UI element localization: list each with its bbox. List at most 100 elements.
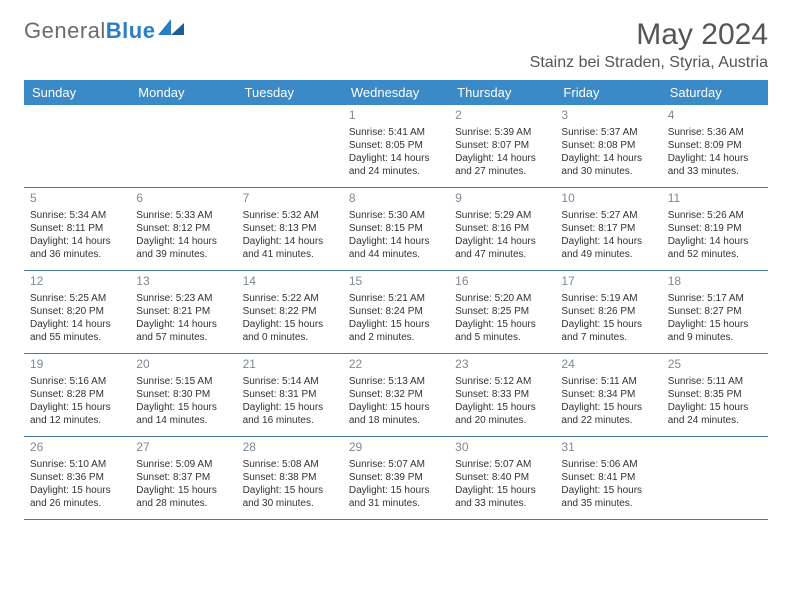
sunrise-line: Sunrise: 5:23 AM [136, 292, 230, 305]
sunset-line: Sunset: 8:13 PM [243, 222, 337, 235]
dow-cell: Wednesday [343, 80, 449, 105]
sunrise-line: Sunrise: 5:29 AM [455, 209, 549, 222]
day-number: 13 [136, 274, 230, 290]
sunrise-line: Sunrise: 5:27 AM [561, 209, 655, 222]
sunset-line: Sunset: 8:41 PM [561, 471, 655, 484]
sunset-line: Sunset: 8:30 PM [136, 388, 230, 401]
day-cell: 20Sunrise: 5:15 AMSunset: 8:30 PMDayligh… [130, 354, 236, 436]
day-cell: 8Sunrise: 5:30 AMSunset: 8:15 PMDaylight… [343, 188, 449, 270]
day-cell [662, 437, 768, 519]
daylight-line: Daylight: 15 hours and 16 minutes. [243, 401, 337, 427]
logo: GeneralBlue [24, 18, 184, 44]
sunset-line: Sunset: 8:12 PM [136, 222, 230, 235]
day-cell: 16Sunrise: 5:20 AMSunset: 8:25 PMDayligh… [449, 271, 555, 353]
sunset-line: Sunset: 8:34 PM [561, 388, 655, 401]
sunset-line: Sunset: 8:21 PM [136, 305, 230, 318]
day-number: 20 [136, 357, 230, 373]
day-number: 3 [561, 108, 655, 124]
sunset-line: Sunset: 8:25 PM [455, 305, 549, 318]
day-number: 17 [561, 274, 655, 290]
day-cell: 27Sunrise: 5:09 AMSunset: 8:37 PMDayligh… [130, 437, 236, 519]
sunset-line: Sunset: 8:31 PM [243, 388, 337, 401]
day-cell: 6Sunrise: 5:33 AMSunset: 8:12 PMDaylight… [130, 188, 236, 270]
sunset-line: Sunset: 8:37 PM [136, 471, 230, 484]
day-cell: 3Sunrise: 5:37 AMSunset: 8:08 PMDaylight… [555, 105, 661, 187]
sunset-line: Sunset: 8:15 PM [349, 222, 443, 235]
day-cell: 9Sunrise: 5:29 AMSunset: 8:16 PMDaylight… [449, 188, 555, 270]
day-number: 6 [136, 191, 230, 207]
daylight-line: Daylight: 15 hours and 14 minutes. [136, 401, 230, 427]
day-number: 14 [243, 274, 337, 290]
day-number: 5 [30, 191, 124, 207]
day-cell: 18Sunrise: 5:17 AMSunset: 8:27 PMDayligh… [662, 271, 768, 353]
sunrise-line: Sunrise: 5:11 AM [668, 375, 762, 388]
sunrise-line: Sunrise: 5:16 AM [30, 375, 124, 388]
dow-cell: Saturday [662, 80, 768, 105]
sunrise-line: Sunrise: 5:08 AM [243, 458, 337, 471]
sunset-line: Sunset: 8:38 PM [243, 471, 337, 484]
day-number: 19 [30, 357, 124, 373]
day-cell: 1Sunrise: 5:41 AMSunset: 8:05 PMDaylight… [343, 105, 449, 187]
day-number: 9 [455, 191, 549, 207]
sunrise-line: Sunrise: 5:13 AM [349, 375, 443, 388]
day-cell: 13 Sunrise: 5:23 AMSunset: 8:21 PMDayligh… [130, 271, 236, 353]
sunset-line: Sunset: 8:33 PM [455, 388, 549, 401]
sunset-line: Sunset: 8:22 PM [243, 305, 337, 318]
day-cell [130, 105, 236, 187]
day-cell: 12Sunrise: 5:25 AMSunset: 8:20 PMDayligh… [24, 271, 130, 353]
sunrise-line: Sunrise: 5:26 AM [668, 209, 762, 222]
daylight-line: Daylight: 15 hours and 22 minutes. [561, 401, 655, 427]
daylight-line: Daylight: 14 hours and 57 minutes. [136, 318, 230, 344]
weeks: 1Sunrise: 5:41 AMSunset: 8:05 PMDaylight… [24, 105, 768, 520]
daylight-line: Daylight: 15 hours and 31 minutes. [349, 484, 443, 510]
daylight-line: Daylight: 15 hours and 2 minutes. [349, 318, 443, 344]
day-cell: 15Sunrise: 5:21 AMSunset: 8:24 PMDayligh… [343, 271, 449, 353]
day-cell: 26Sunrise: 5:10 AMSunset: 8:36 PMDayligh… [24, 437, 130, 519]
daylight-line: Daylight: 15 hours and 9 minutes. [668, 318, 762, 344]
week-row: 26Sunrise: 5:10 AMSunset: 8:36 PMDayligh… [24, 437, 768, 520]
dow-cell: Friday [555, 80, 661, 105]
day-cell: 30Sunrise: 5:07 AMSunset: 8:40 PMDayligh… [449, 437, 555, 519]
day-cell [24, 105, 130, 187]
sunset-line: Sunset: 8:09 PM [668, 139, 762, 152]
daylight-line: Daylight: 15 hours and 24 minutes. [668, 401, 762, 427]
dow-cell: Sunday [24, 80, 130, 105]
month-title: May 2024 [530, 18, 768, 52]
day-number: 25 [668, 357, 762, 373]
day-number: 21 [243, 357, 337, 373]
daylight-line: Daylight: 14 hours and 27 minutes. [455, 152, 549, 178]
day-cell: 19Sunrise: 5:16 AMSunset: 8:28 PMDayligh… [24, 354, 130, 436]
day-number: 27 [136, 440, 230, 456]
week-row: 1Sunrise: 5:41 AMSunset: 8:05 PMDaylight… [24, 105, 768, 188]
day-cell: 5Sunrise: 5:34 AMSunset: 8:11 PMDaylight… [24, 188, 130, 270]
daylight-line: Daylight: 15 hours and 5 minutes. [455, 318, 549, 344]
daylight-line: Daylight: 14 hours and 55 minutes. [30, 318, 124, 344]
day-number: 2 [455, 108, 549, 124]
day-cell: 28Sunrise: 5:08 AMSunset: 8:38 PMDayligh… [237, 437, 343, 519]
daylight-line: Daylight: 14 hours and 36 minutes. [30, 235, 124, 261]
logo-mark-icon [158, 17, 184, 35]
sunrise-line: Sunrise: 5:17 AM [668, 292, 762, 305]
sunset-line: Sunset: 8:05 PM [349, 139, 443, 152]
sunrise-line: Sunrise: 5:41 AM [349, 126, 443, 139]
daylight-line: Daylight: 14 hours and 39 minutes. [136, 235, 230, 261]
day-cell: 14Sunrise: 5:22 AMSunset: 8:22 PMDayligh… [237, 271, 343, 353]
location: Stainz bei Straden, Styria, Austria [530, 54, 768, 72]
daylight-line: Daylight: 14 hours and 33 minutes. [668, 152, 762, 178]
daylight-line: Daylight: 15 hours and 18 minutes. [349, 401, 443, 427]
day-number: 18 [668, 274, 762, 290]
day-cell: 25Sunrise: 5:11 AMSunset: 8:35 PMDayligh… [662, 354, 768, 436]
week-row: 19Sunrise: 5:16 AMSunset: 8:28 PMDayligh… [24, 354, 768, 437]
day-number: 29 [349, 440, 443, 456]
daylight-line: Daylight: 14 hours and 52 minutes. [668, 235, 762, 261]
day-cell: 11Sunrise: 5:26 AMSunset: 8:19 PMDayligh… [662, 188, 768, 270]
day-cell: 22Sunrise: 5:13 AMSunset: 8:32 PMDayligh… [343, 354, 449, 436]
sunrise-line: Sunrise: 5:25 AM [30, 292, 124, 305]
sunrise-line: Sunrise: 5:32 AM [243, 209, 337, 222]
day-number: 16 [455, 274, 549, 290]
day-cell [237, 105, 343, 187]
logo-blue: Blue [106, 18, 156, 43]
logo-text: GeneralBlue [24, 18, 155, 44]
daylight-line: Daylight: 14 hours and 24 minutes. [349, 152, 443, 178]
sunset-line: Sunset: 8:16 PM [455, 222, 549, 235]
